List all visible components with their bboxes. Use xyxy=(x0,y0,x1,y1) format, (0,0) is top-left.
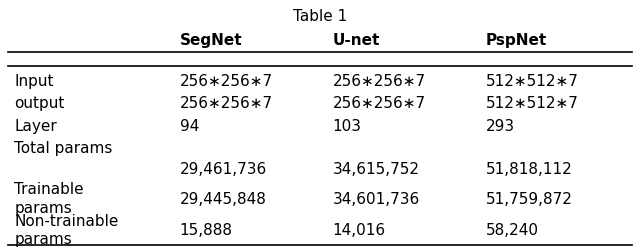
Text: Input: Input xyxy=(14,74,54,89)
Text: 58,240: 58,240 xyxy=(486,223,539,238)
Text: 512∗512∗7: 512∗512∗7 xyxy=(486,96,579,111)
Text: Table 1: Table 1 xyxy=(293,9,347,24)
Text: SegNet: SegNet xyxy=(180,33,243,48)
Text: 103: 103 xyxy=(333,119,362,134)
Text: 15,888: 15,888 xyxy=(180,223,233,238)
Text: Total params: Total params xyxy=(14,141,113,156)
Text: Trainable
params: Trainable params xyxy=(14,182,84,216)
Text: Non-trainable
params: Non-trainable params xyxy=(14,213,118,247)
Text: 51,818,112: 51,818,112 xyxy=(486,162,572,177)
Text: 14,016: 14,016 xyxy=(333,223,386,238)
Text: U-net: U-net xyxy=(333,33,380,48)
Text: 29,461,736: 29,461,736 xyxy=(180,162,267,177)
Text: 29,445,848: 29,445,848 xyxy=(180,192,267,207)
Text: 293: 293 xyxy=(486,119,515,134)
Text: 512∗512∗7: 512∗512∗7 xyxy=(486,74,579,89)
Text: 256∗256∗7: 256∗256∗7 xyxy=(180,74,273,89)
Text: 256∗256∗7: 256∗256∗7 xyxy=(180,96,273,111)
Text: Layer: Layer xyxy=(14,119,57,134)
Text: 256∗256∗7: 256∗256∗7 xyxy=(333,74,426,89)
Text: PspNet: PspNet xyxy=(486,33,547,48)
Text: 34,615,752: 34,615,752 xyxy=(333,162,420,177)
Text: 256∗256∗7: 256∗256∗7 xyxy=(333,96,426,111)
Text: 51,759,872: 51,759,872 xyxy=(486,192,573,207)
Text: 94: 94 xyxy=(180,119,199,134)
Text: output: output xyxy=(14,96,65,111)
Text: 34,601,736: 34,601,736 xyxy=(333,192,420,207)
